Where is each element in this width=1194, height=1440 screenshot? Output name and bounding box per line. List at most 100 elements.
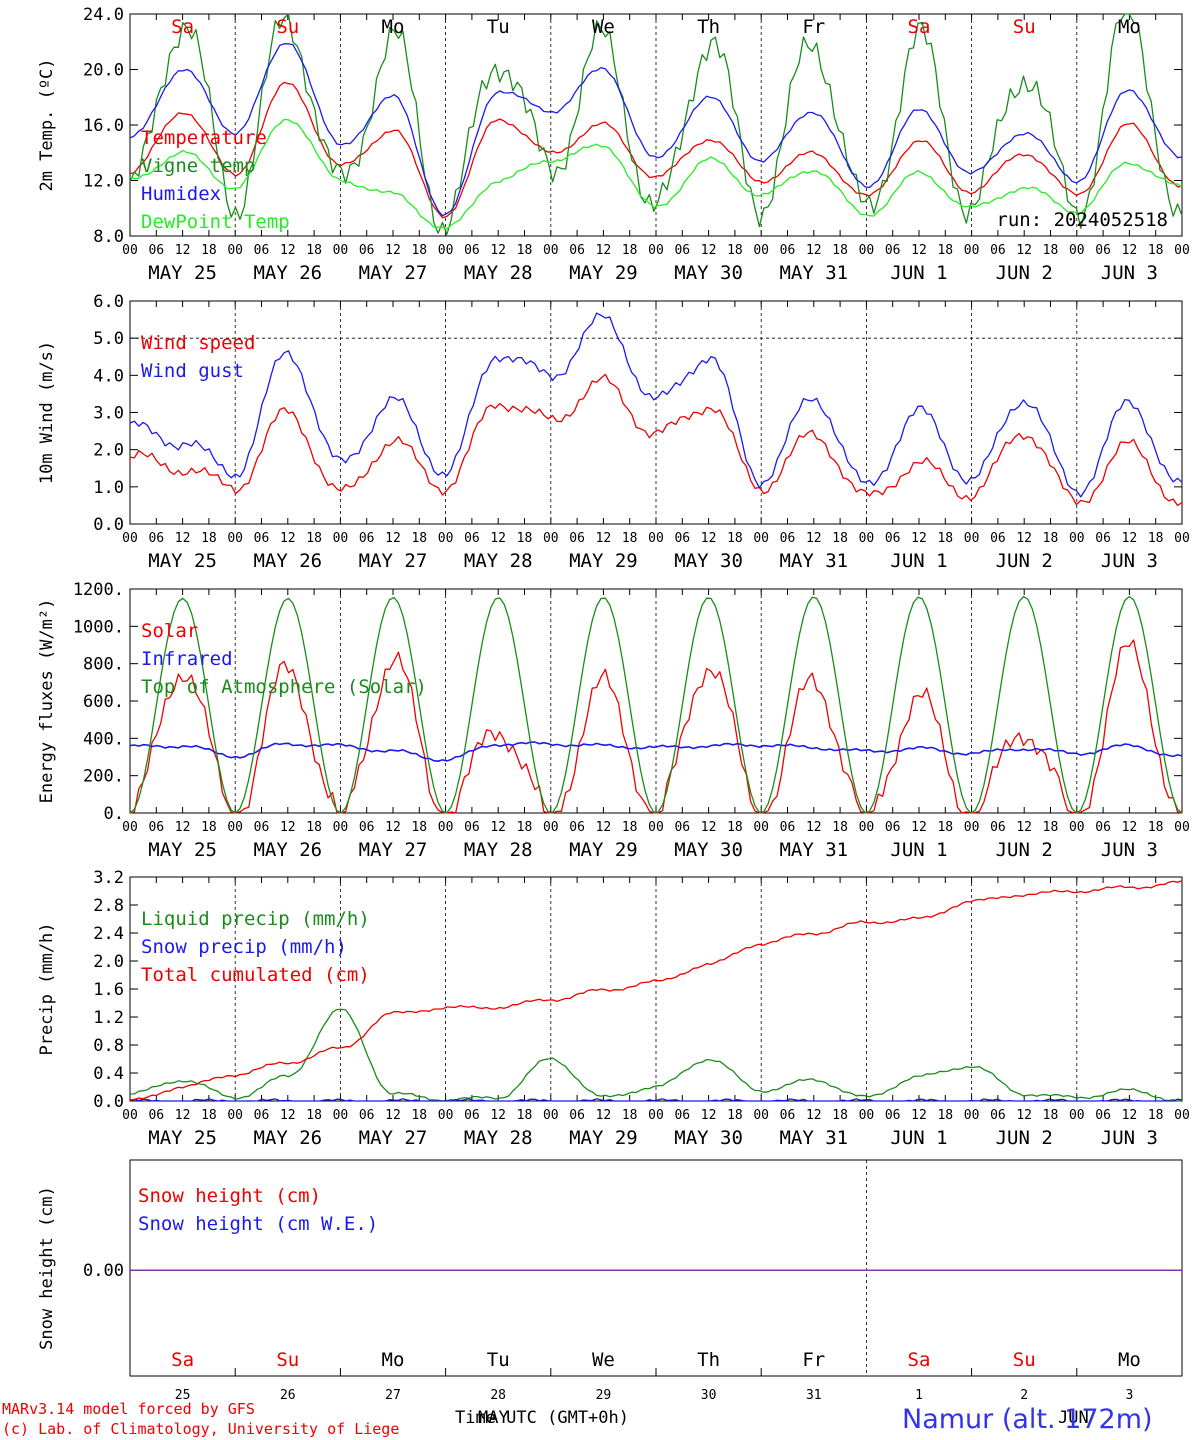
panel-0-hour-label: 00 (543, 243, 559, 258)
day-number-label: 29 (596, 1388, 612, 1403)
panel-2-hour-label: 06 (990, 820, 1006, 835)
panel-3-hour-label: 00 (1174, 1108, 1190, 1123)
panel-4-ytick-label: 0.00 (83, 1261, 124, 1281)
weekday-label-bottom: Th (697, 1349, 720, 1371)
panel-2-hour-label: 00 (1069, 820, 1085, 835)
panel-3-hour-label: 18 (306, 1108, 322, 1123)
panel-4-legend-0: Snow height (cm) (138, 1185, 321, 1207)
panel-3-date-label: MAY 30 (674, 1127, 743, 1149)
panel-0-hour-label: 06 (569, 243, 585, 258)
panel-3-series-0 (129, 1008, 1183, 1102)
panel-2-date-label: MAY 29 (569, 839, 638, 861)
panel-1-hour-label: 12 (911, 531, 927, 546)
panel-2-hour-label: 12 (280, 820, 296, 835)
panel-3-date-label: MAY 28 (464, 1127, 533, 1149)
panel-2-hour-label: 06 (569, 820, 585, 835)
panel-2-ytick-label: 200. (83, 767, 124, 787)
panel-2-hour-label: 18 (1148, 820, 1164, 835)
panel-1-hour-label: 00 (1069, 531, 1085, 546)
weekday-label-top: Fr (802, 16, 825, 38)
panel-2-date-label: MAY 25 (148, 839, 217, 861)
panel-1-hour-label: 00 (333, 531, 349, 546)
panel-1-ytick-label: 6.0 (93, 292, 124, 312)
panel-0-hour-label: 18 (306, 243, 322, 258)
panel-2-date-label: MAY 30 (674, 839, 743, 861)
panel-3-hour-label: 00 (333, 1108, 349, 1123)
panel-2-hour-label: 00 (122, 820, 138, 835)
panel-1-ytick-label: 4.0 (93, 366, 124, 386)
panel-1-hour-label: 12 (806, 531, 822, 546)
panel-3-hour-label: 06 (780, 1108, 796, 1123)
panel-3-hour-label: 06 (148, 1108, 164, 1123)
panel-1-hour-label: 06 (1095, 531, 1111, 546)
panel-1-date-label: MAY 29 (569, 550, 638, 572)
panel-3-hour-label: 18 (727, 1108, 743, 1123)
panel-0-hour-label: 00 (333, 243, 349, 258)
weekday-label-bottom: Tu (487, 1349, 510, 1371)
panel-1-legend-1: Wind gust (141, 360, 244, 382)
panel-3-hour-label: 18 (832, 1108, 848, 1123)
panel-0-hour-label: 12 (701, 243, 717, 258)
panel-0-hour-label: 06 (464, 243, 480, 258)
panel-1-legend-0: Wind speed (141, 332, 255, 354)
panel-1-hour-label: 06 (569, 531, 585, 546)
panel-3-hour-label: 06 (885, 1108, 901, 1123)
weekday-label-top: We (592, 16, 615, 38)
panel-2-date-label: JUN 1 (890, 839, 947, 861)
panel-2-hour-label: 00 (438, 820, 454, 835)
panel-2-hour-label: 00 (543, 820, 559, 835)
day-number-label: 28 (490, 1388, 506, 1403)
panel-2-hour-label: 12 (596, 820, 612, 835)
panel-2-hour-label: 18 (201, 820, 217, 835)
panel-2-ytick-label: 1000. (73, 617, 124, 637)
panel-0-hour-label: 18 (1148, 243, 1164, 258)
footer-lab: (c) Lab. of Climatology, University of L… (2, 1420, 399, 1438)
panel-2-series-2 (129, 595, 1183, 814)
panel-0-series-0 (129, 81, 1183, 219)
panel-0-hour-label: 18 (517, 243, 533, 258)
panel-0-date-label: JUN 1 (890, 262, 947, 284)
panel-1-hour-label: 00 (859, 531, 875, 546)
panel-1-hour-label: 12 (175, 531, 191, 546)
panel-1-hour-label: 12 (280, 531, 296, 546)
weekday-label-top: Th (697, 16, 720, 38)
panel-1-ytick-label: 5.0 (93, 329, 124, 349)
panel-0-hour-label: 06 (359, 243, 375, 258)
panel-1-hour-label: 00 (122, 531, 138, 546)
month-label-jun: JUN (1058, 1408, 1089, 1428)
panel-1-hour-label: 18 (201, 531, 217, 546)
panel-1-series-0 (129, 373, 1183, 507)
panel-2-hour-label: 00 (227, 820, 243, 835)
panel-3-hour-label: 18 (937, 1108, 953, 1123)
panel-1-hour-label: 18 (937, 531, 953, 546)
panel-2-hour-label: 12 (175, 820, 191, 835)
panel-3-ytick-label: 0.4 (93, 1064, 124, 1084)
panel-1-hour-label: 00 (438, 531, 454, 546)
panel-3-hour-label: 06 (674, 1108, 690, 1123)
day-number-label: 30 (701, 1388, 717, 1403)
panel-1-hour-label: 06 (254, 531, 270, 546)
panel-3-hour-label: 00 (438, 1108, 454, 1123)
panel-2-date-label: MAY 28 (464, 839, 533, 861)
panel-3-hour-label: 18 (201, 1108, 217, 1123)
panel-2-hour-label: 12 (1122, 820, 1138, 835)
panel-3-hour-label: 00 (648, 1108, 664, 1123)
panel-0-date-label: MAY 28 (464, 262, 533, 284)
panel-3-hour-label: 06 (254, 1108, 270, 1123)
panel-1-hour-label: 06 (674, 531, 690, 546)
panel-3-hour-label: 00 (753, 1108, 769, 1123)
weekday-label-top: Mo (382, 16, 405, 38)
panel-2-hour-label: 06 (1095, 820, 1111, 835)
panel-0-hour-label: 18 (411, 243, 427, 258)
panel-0-legend-0: Temperature (141, 127, 267, 149)
panel-2-date-label: MAY 26 (253, 839, 322, 861)
panel-3-hour-label: 06 (569, 1108, 585, 1123)
panel-2-ytick-label: 400. (83, 729, 124, 749)
panel-2-hour-label: 06 (674, 820, 690, 835)
panel-3-date-label: MAY 29 (569, 1127, 638, 1149)
panel-1-hour-label: 12 (701, 531, 717, 546)
panel-0-hour-label: 18 (832, 243, 848, 258)
panel-1-date-label: JUN 1 (890, 550, 947, 572)
panel-0-legend-2: Humidex (141, 183, 221, 205)
